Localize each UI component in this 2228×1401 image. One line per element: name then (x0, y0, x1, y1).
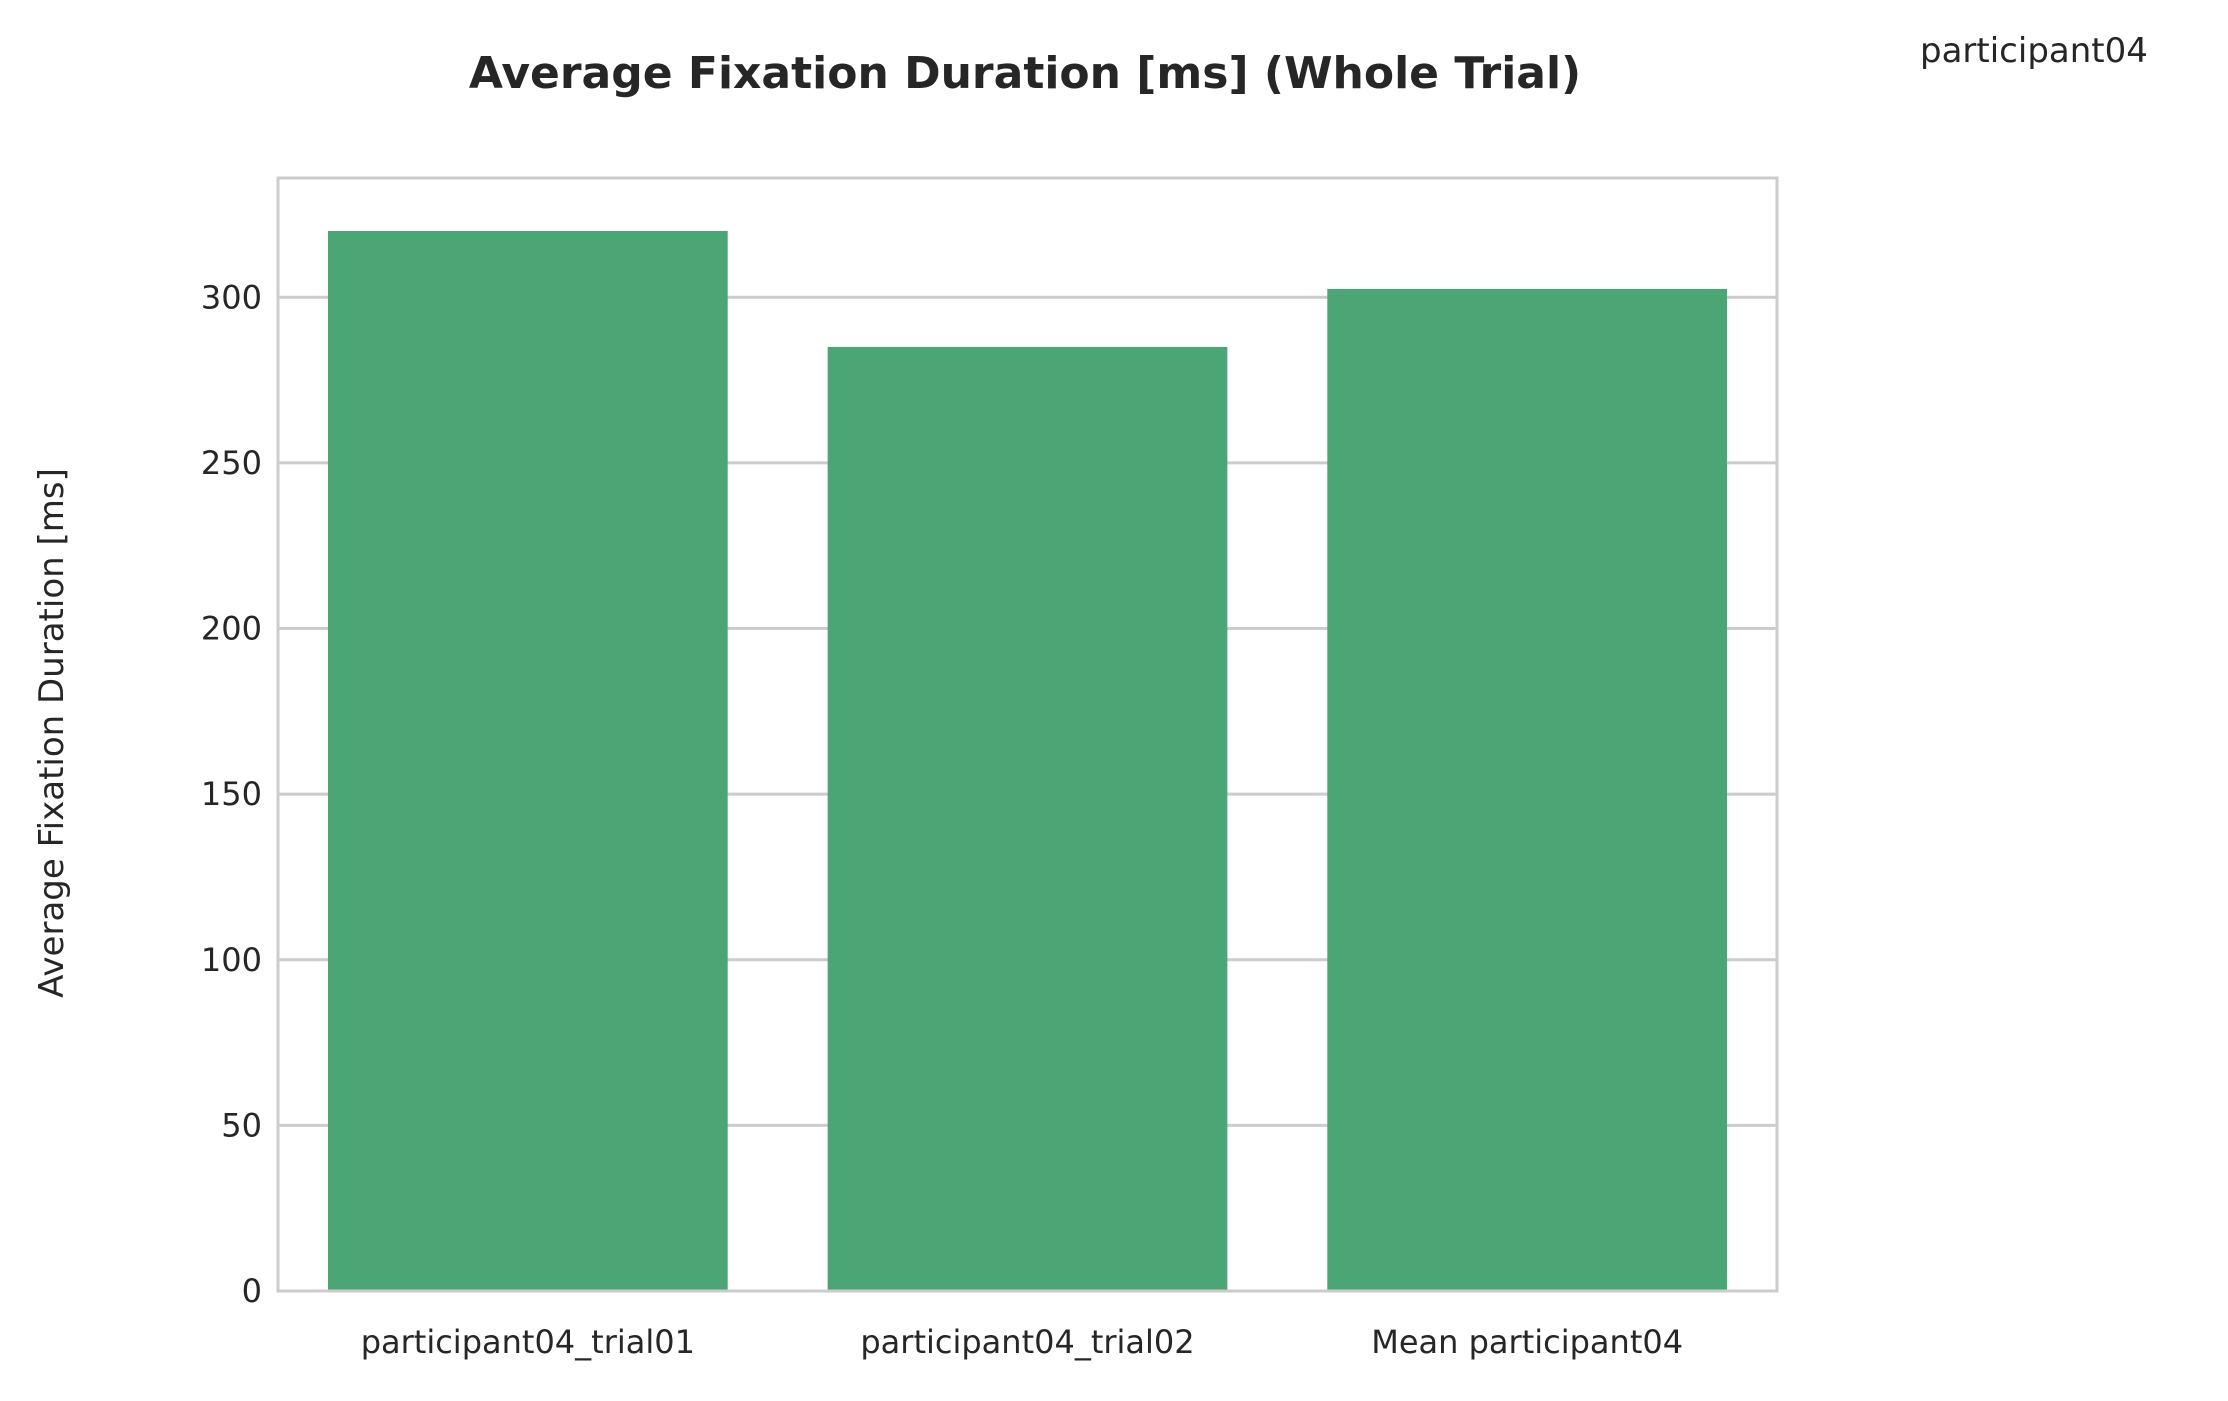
bar-2 (827, 346, 1228, 1291)
chart-title: Average Fixation Duration [ms] (Whole Tr… (469, 48, 1581, 99)
x-tick-label: Mean participant04 (1371, 1323, 1683, 1361)
plot-frame (276, 176, 1779, 1293)
x-tick-label: participant04_trial01 (361, 1323, 695, 1361)
bars (327, 231, 1728, 1291)
y-tick-label: 100 (201, 941, 262, 979)
y-tick-label: 300 (201, 278, 262, 316)
bar-1 (327, 231, 728, 1291)
x-tick-label: participant04_trial02 (860, 1323, 1194, 1361)
y-tick-label: 50 (221, 1106, 262, 1144)
y-tick-label: 150 (201, 775, 262, 813)
y-axis-label: Average Fixation Duration [ms] (32, 468, 72, 998)
legend-label: participant04 (1920, 31, 2148, 71)
y-tick-labels: 0 50 100 150 200 250 300 (201, 278, 262, 1310)
y-tick-label: 200 (201, 610, 262, 648)
y-tick-label: 0 (242, 1272, 262, 1310)
x-tick-labels: participant04_trial01 participant04_trial… (361, 1323, 1683, 1361)
bar-3 (1327, 288, 1728, 1291)
y-tick-label: 250 (201, 444, 262, 482)
